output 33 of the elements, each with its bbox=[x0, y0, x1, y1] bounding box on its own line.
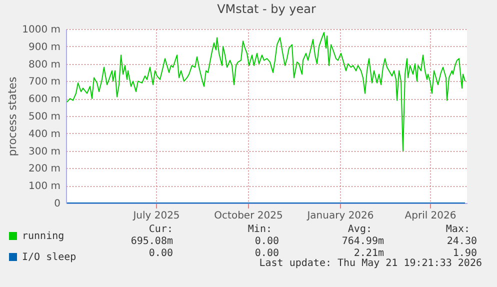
y-tick-label: 500 m bbox=[28, 112, 60, 122]
text: 0.00 bbox=[254, 236, 279, 247]
text: 0.00 bbox=[254, 248, 279, 259]
text: Last update: Thu May 21 19:21:33 2026 bbox=[259, 258, 482, 269]
x-tick-label: January 2026 bbox=[306, 210, 374, 222]
chart-title: VMstat - by year bbox=[217, 2, 316, 16]
y-tick-label: 400 m bbox=[28, 128, 60, 140]
y-tick-label: 0 bbox=[54, 198, 60, 210]
x-tick-label: April 2026 bbox=[404, 210, 456, 222]
y-tick-label: 800 m bbox=[28, 59, 60, 70]
text: Avg: bbox=[348, 224, 372, 235]
text: 695.08m bbox=[130, 236, 173, 247]
y-tick-label: 700 m bbox=[28, 76, 60, 88]
y-tick-label: 100 m bbox=[28, 181, 60, 192]
y-axis-title: process states bbox=[6, 76, 20, 156]
x-tick-label: October 2025 bbox=[214, 210, 283, 222]
text: 2.21m bbox=[354, 248, 384, 259]
text: 24.30 bbox=[446, 236, 477, 247]
text: Min: bbox=[248, 224, 272, 235]
y-tick-label: 900 m bbox=[28, 42, 60, 53]
y-tick-label: 300 m bbox=[28, 146, 60, 158]
legend-label: running bbox=[22, 231, 64, 242]
legend-label: I/O sleep bbox=[22, 252, 76, 263]
text: 0.00 bbox=[148, 248, 173, 259]
y-tick-label: 1000 m bbox=[22, 24, 60, 36]
line-series bbox=[66, 32, 466, 152]
text: 1.90 bbox=[452, 248, 477, 259]
y-tick-label: 600 m bbox=[28, 94, 60, 106]
y-tick-label: 200 m bbox=[28, 164, 60, 175]
x-tick-label: July 2025 bbox=[132, 210, 180, 222]
text: 764.99m bbox=[342, 236, 384, 247]
text: Cur: bbox=[148, 224, 173, 235]
text: Max: bbox=[446, 224, 470, 235]
